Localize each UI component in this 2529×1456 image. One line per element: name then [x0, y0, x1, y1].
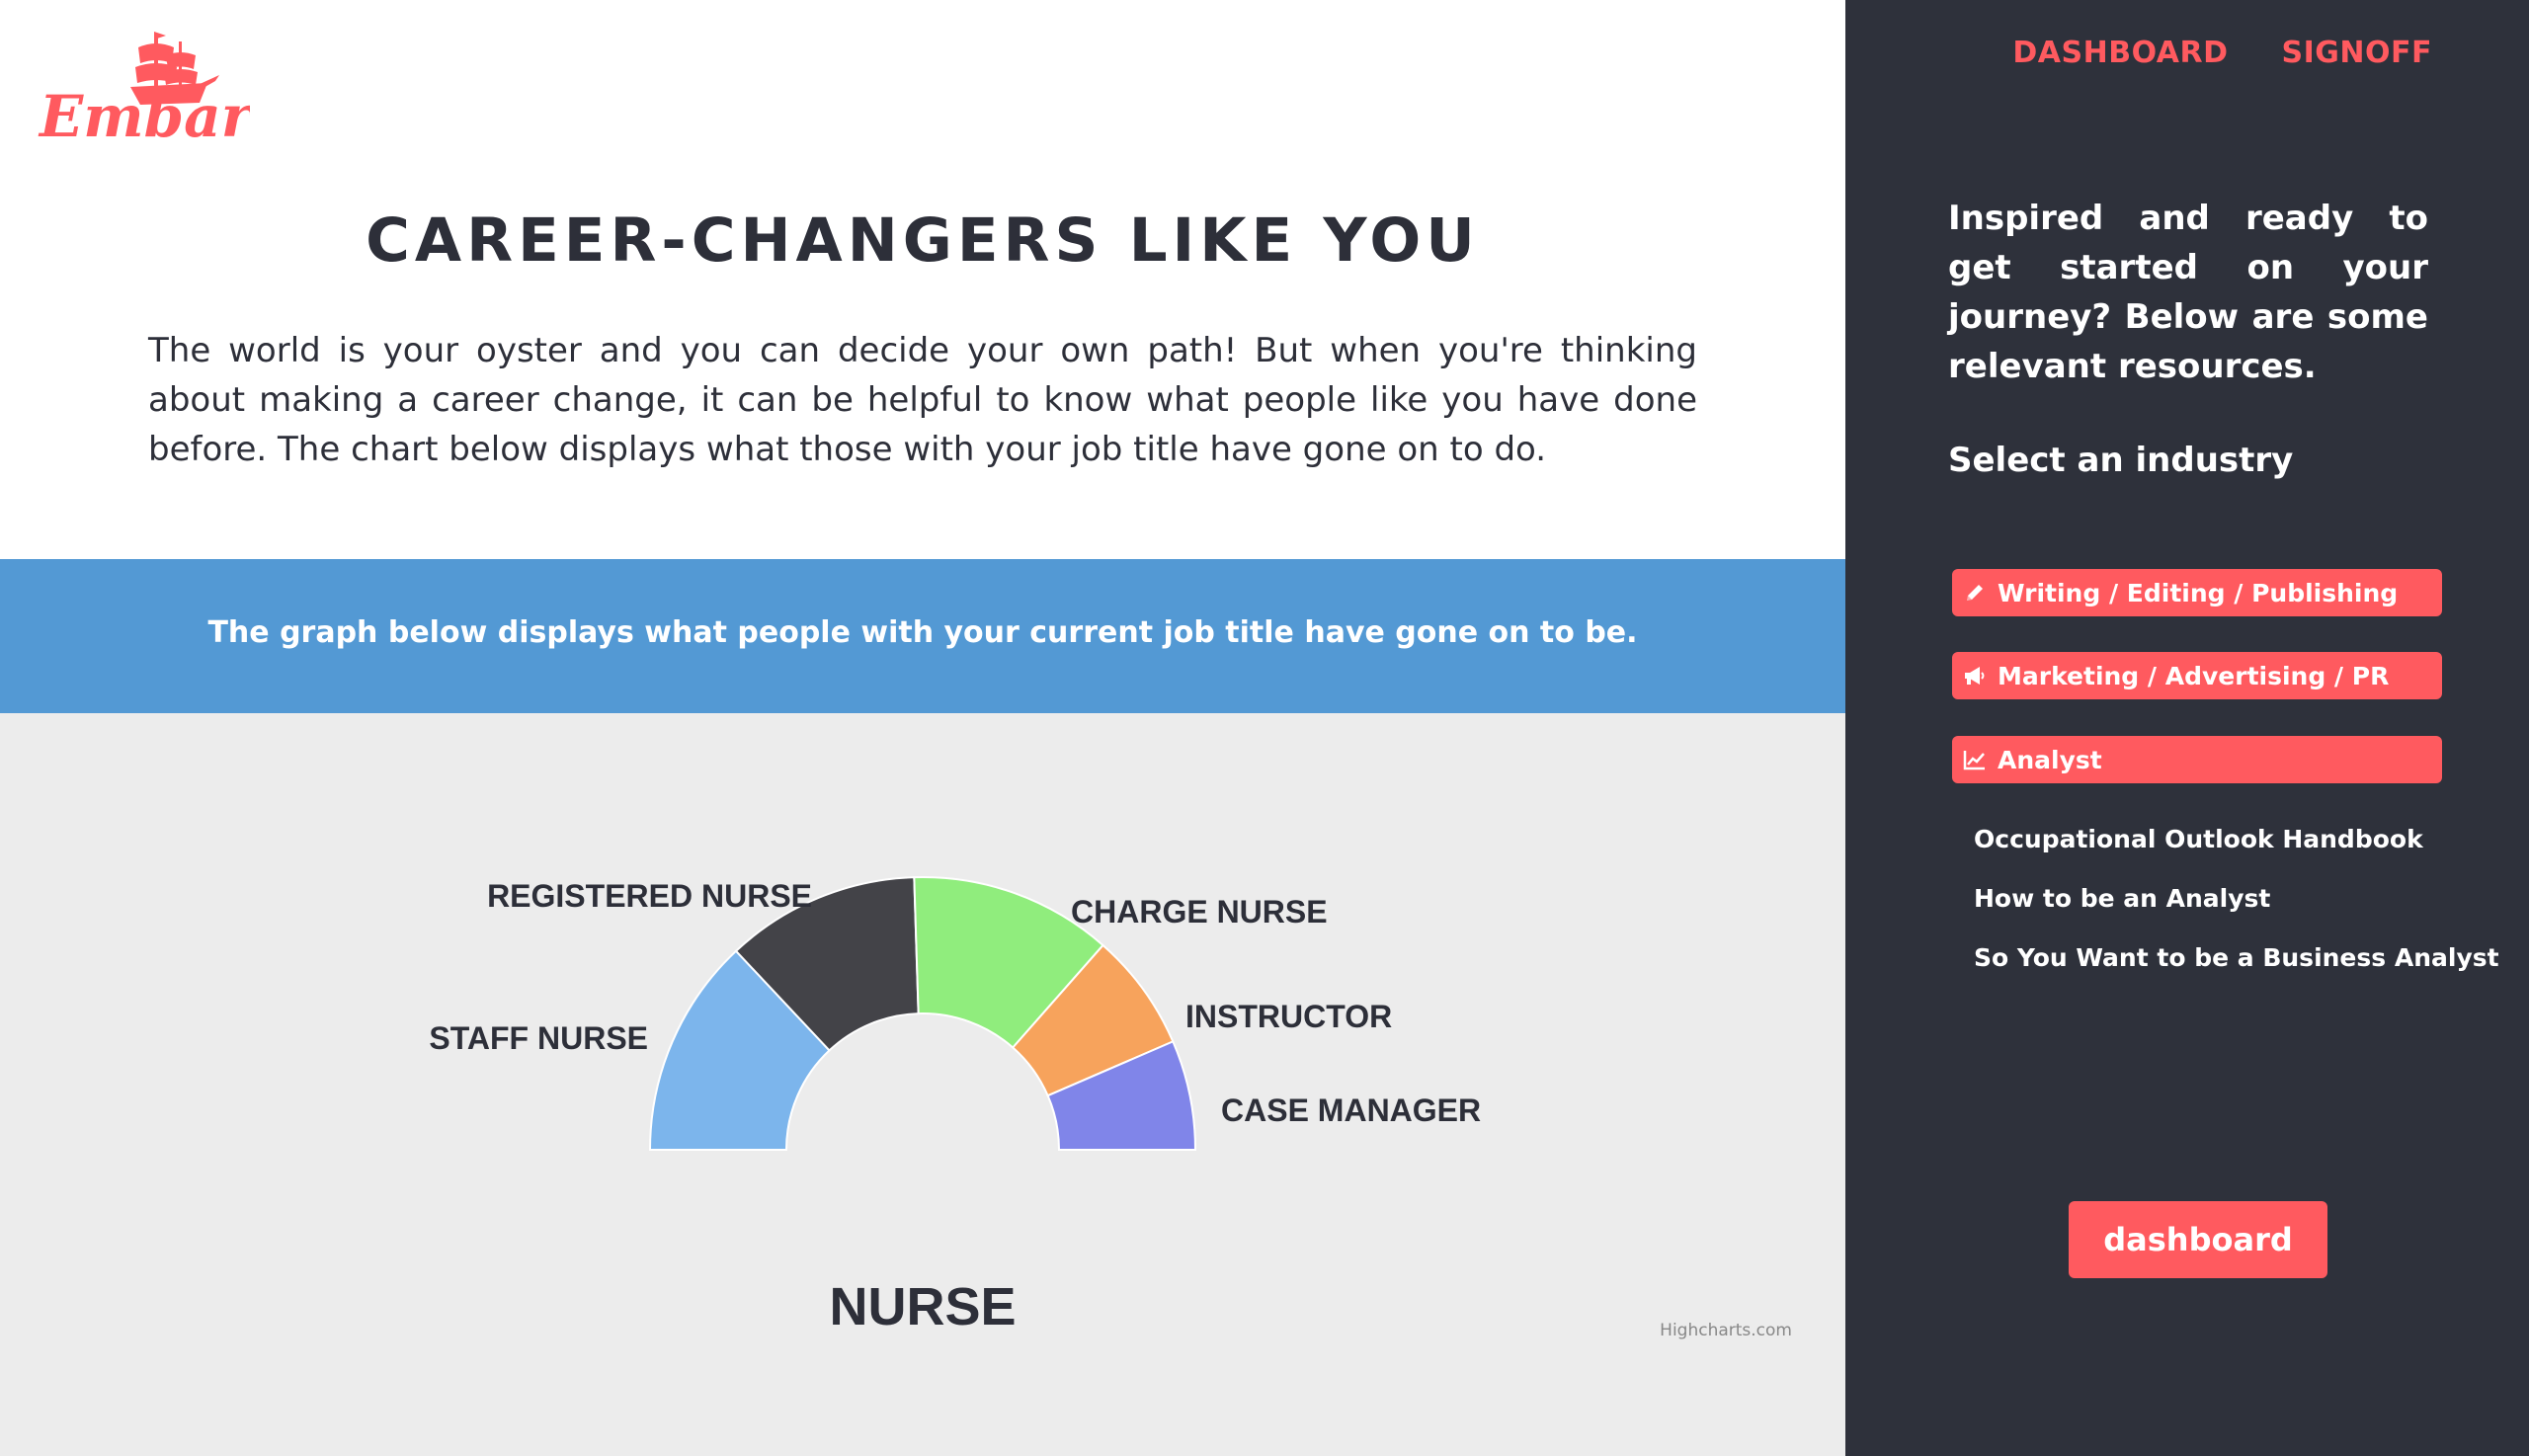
select-industry-label: Select an industry — [1948, 441, 2294, 480]
intro-paragraph: The world is your oyster and you can dec… — [148, 331, 1697, 469]
embark-logo[interactable]: Embark! — [38, 26, 250, 149]
info-banner: The graph below displays what people wit… — [0, 559, 1845, 713]
chart-slice-charge-nurse[interactable] — [913, 876, 1104, 1049]
industry-analyst-button[interactable]: Analyst — [1952, 736, 2442, 783]
sidebar: DASHBOARD SIGNOFF Inspired and ready to … — [1845, 0, 2529, 1456]
ship-icon — [130, 32, 219, 105]
chart-labels: STAFF NURSE REGISTERED NURSE CHARGE NURSE I… — [429, 878, 1481, 1128]
resource-link-outlook[interactable]: Occupational Outlook Handbook — [1974, 825, 2423, 853]
page-title: CAREER-CHANGERS LIKE YOU — [366, 205, 1480, 276]
chart-credits[interactable]: Highcharts.com — [1660, 1321, 1792, 1340]
industry-label: Marketing / Advertising / PR — [1998, 661, 2390, 690]
header-section: Embark! CAREER-CHANGERS LIKE YOU The wor… — [0, 0, 1845, 559]
nav-dashboard-link[interactable]: DASHBOARD — [2012, 36, 2229, 70]
chart-title: NURSE — [829, 1277, 1016, 1336]
brand-name: Embark! — [38, 83, 250, 149]
chart-slice-case-manager[interactable] — [1046, 1040, 1197, 1151]
chart-label-instructor: INSTRUCTOR — [1185, 999, 1392, 1034]
line-chart-icon — [1962, 747, 1988, 772]
dashboard-button[interactable]: dashboard — [2069, 1201, 2327, 1278]
industry-writing-button[interactable]: Writing / Editing / Publishing — [1952, 569, 2442, 616]
industry-label: Analyst — [1998, 745, 2102, 774]
main-content: Embark! CAREER-CHANGERS LIKE YOU The wor… — [0, 0, 1845, 1456]
chart-svg: STAFF NURSE REGISTERED NURSE CHARGE NURSE I… — [429, 876, 1792, 1340]
industry-label: Writing / Editing / Publishing — [1998, 578, 2399, 607]
top-nav: DASHBOARD SIGNOFF — [2012, 36, 2432, 70]
chart-label-case-manager: CASE MANAGER — [1221, 1092, 1481, 1128]
nav-signoff-link[interactable]: SIGNOFF — [2281, 36, 2432, 70]
pencil-icon — [1962, 580, 1988, 606]
resource-link-business-analyst[interactable]: So You Want to be a Business Analyst — [1974, 943, 2499, 972]
chart-slices — [648, 876, 1197, 1151]
sidebar-intro: Inspired and ready to get started on you… — [1948, 199, 2428, 386]
resource-link-analyst[interactable]: How to be an Analyst — [1974, 884, 2271, 913]
banner-text: The graph below displays what people wit… — [207, 615, 1638, 650]
chart-label-staff-nurse: STAFF NURSE — [429, 1020, 648, 1056]
industry-marketing-button[interactable]: Marketing / Advertising / PR — [1952, 652, 2442, 699]
chart-slice-staff-nurse[interactable] — [648, 949, 831, 1151]
career-chart: STAFF NURSE REGISTERED NURSE CHARGE NURSE I… — [0, 713, 1845, 1456]
chart-label-charge-nurse: CHARGE NURSE — [1071, 894, 1328, 930]
megaphone-icon — [1962, 663, 1988, 688]
chart-label-registered-nurse: REGISTERED NURSE — [487, 878, 812, 914]
